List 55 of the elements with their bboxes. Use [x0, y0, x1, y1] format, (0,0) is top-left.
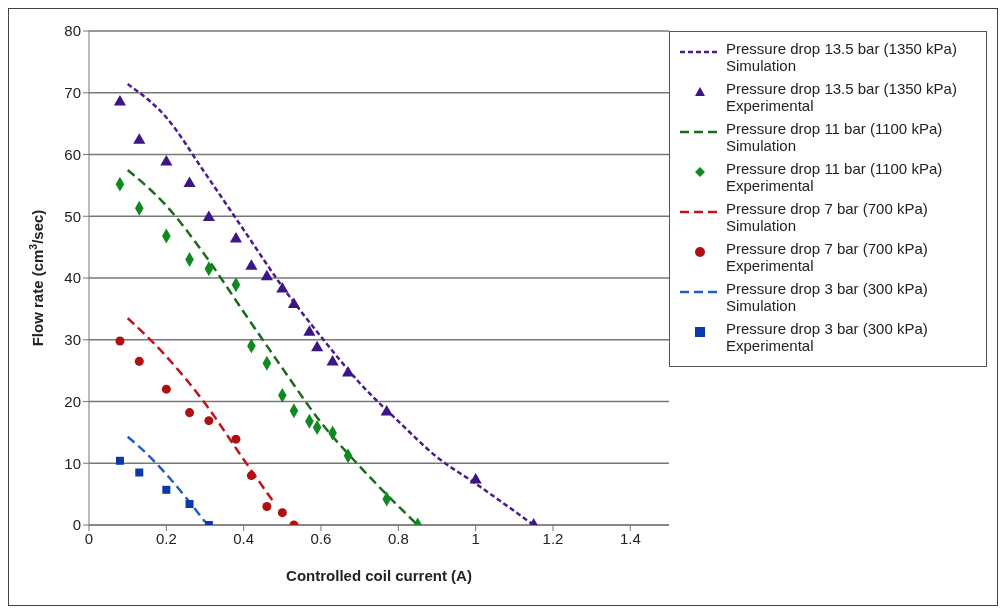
x-tick-label: 1: [471, 529, 480, 547]
y-tick-label: 0: [72, 516, 81, 534]
y-tick-label: 60: [64, 145, 81, 163]
point: [260, 269, 273, 281]
legend-label: Pressure drop 3 bar (300 kPa) Simulation: [726, 280, 929, 314]
x-tick-label: 0.8: [387, 529, 409, 547]
point: [245, 259, 258, 270]
legend-label: Pressure drop 7 bar (700 kPa) Simulation: [726, 200, 929, 234]
point: [160, 154, 173, 166]
point: [231, 434, 241, 444]
point: [115, 336, 125, 346]
y-tick-label: 50: [64, 207, 81, 225]
x-tick-label: 0.2: [155, 529, 177, 547]
x-axis-title: Controlled coil current (A): [286, 567, 472, 584]
point: [311, 340, 324, 352]
y-tick-label: 20: [64, 392, 81, 410]
point: [134, 356, 144, 366]
point: [113, 94, 127, 106]
point: [161, 384, 171, 394]
x-tick-label: 0.4: [233, 529, 255, 547]
y-tick-label: 80: [64, 22, 81, 40]
legend-label: Pressure drop 13.5 bar (1350 kPa) Experimental: [726, 80, 958, 114]
legend-label: Pressure drop 7 bar (700 kPa) Experimental: [726, 240, 929, 274]
point: [185, 408, 195, 418]
point: [135, 468, 144, 477]
point: [287, 297, 301, 309]
point: [183, 176, 196, 188]
x-tick-label: 0: [84, 529, 94, 547]
point: [277, 508, 287, 518]
legend-label: Pressure drop 11 bar (1100 kPa) Simulation: [726, 120, 944, 154]
y-tick-label: 70: [64, 84, 81, 102]
y-tick-label: 40: [64, 269, 81, 287]
point: [469, 472, 482, 484]
point: [262, 501, 272, 511]
point: [276, 282, 289, 293]
point: [246, 471, 256, 481]
x-tick-label: 0.6: [310, 529, 332, 547]
x-tick-label: 1.2: [542, 529, 564, 547]
y-tick-label: 10: [64, 454, 81, 472]
point: [162, 485, 171, 494]
legend-label: Pressure drop 13.5 bar (1350 kPa) Simulation: [726, 40, 958, 74]
legend-label: Pressure drop 3 bar (300 kPa) Experimental: [726, 320, 929, 354]
point: [133, 133, 146, 144]
point: [115, 456, 124, 465]
point: [185, 500, 194, 509]
point: [202, 210, 215, 221]
x-tick-label: 1.4: [619, 529, 641, 547]
legend-label: Pressure drop 11 bar (1100 kPa) Experimental: [726, 160, 944, 194]
point: [229, 232, 243, 243]
point: [204, 416, 214, 426]
point: [326, 354, 339, 366]
point: [303, 325, 316, 336]
point: [380, 404, 393, 416]
point: [341, 366, 355, 377]
y-tick-label: 30: [64, 331, 81, 349]
